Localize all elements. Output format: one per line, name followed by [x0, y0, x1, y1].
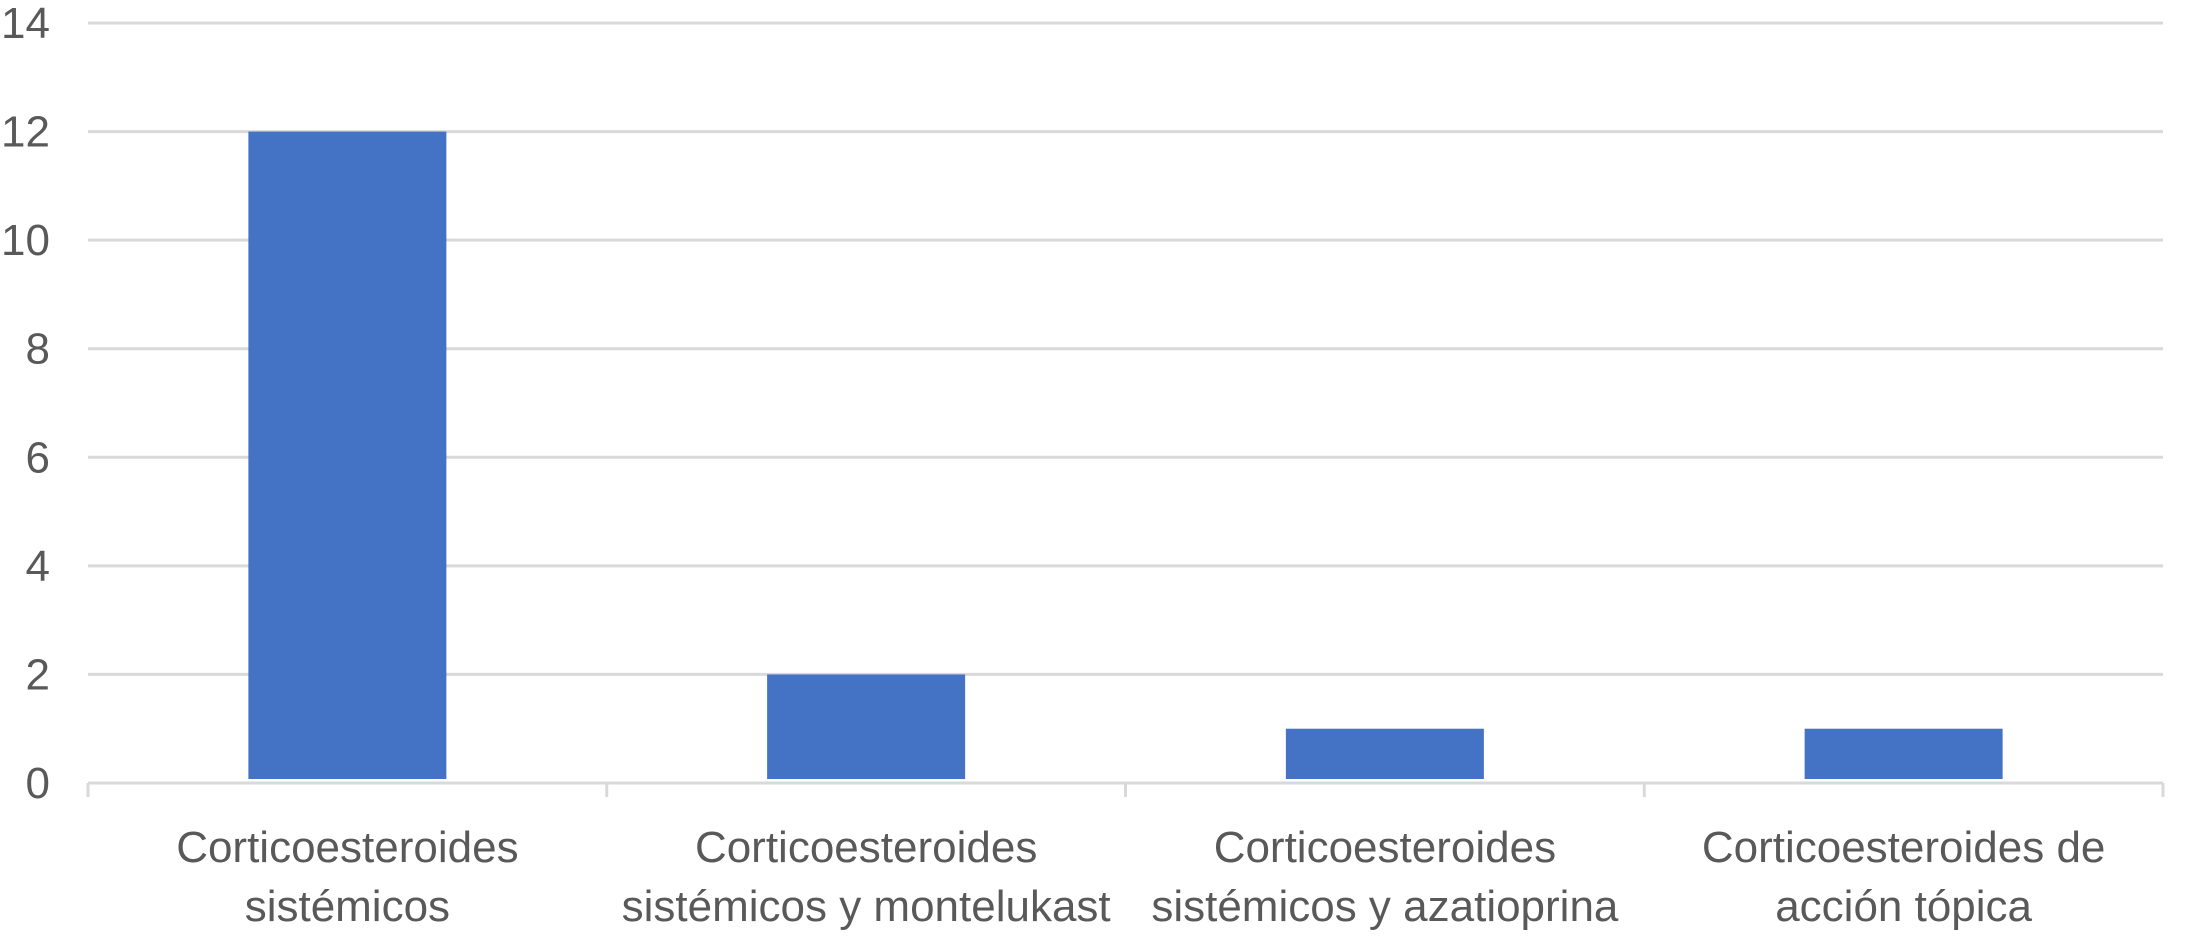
bar	[767, 674, 966, 779]
bar	[1285, 728, 1484, 779]
x-axis: Corticoesteroides sistémicos Corticoestero…	[86, 781, 2165, 931]
x-category-label: sistémicos y azatioprina	[1151, 882, 1619, 931]
x-category-label: sistémicos	[245, 882, 450, 931]
x-category-label: acción tópica	[1775, 882, 2032, 931]
x-category-label: Corticoesteroides	[695, 823, 1037, 872]
bars	[248, 131, 2003, 780]
y-tick-label: 2	[26, 650, 50, 699]
y-tick-label: 6	[26, 433, 50, 482]
x-category-label: Corticoesteroides	[1214, 823, 1556, 872]
x-category-label: Corticoesteroides	[176, 823, 518, 872]
y-tick-label: 14	[1, 0, 50, 48]
bar	[248, 131, 447, 780]
bar	[1804, 728, 2003, 779]
y-tick-label: 4	[26, 542, 50, 591]
y-axis: 0 2 4 6 8 10 12 14	[1, 0, 50, 808]
x-category-label: sistémicos y montelukast	[622, 882, 1111, 931]
y-tick-label: 10	[1, 216, 50, 265]
x-category-label: Corticoesteroides de	[1702, 823, 2106, 872]
y-tick-label: 8	[26, 325, 50, 374]
y-tick-label: 12	[1, 108, 50, 157]
y-tick-label: 0	[26, 759, 50, 808]
